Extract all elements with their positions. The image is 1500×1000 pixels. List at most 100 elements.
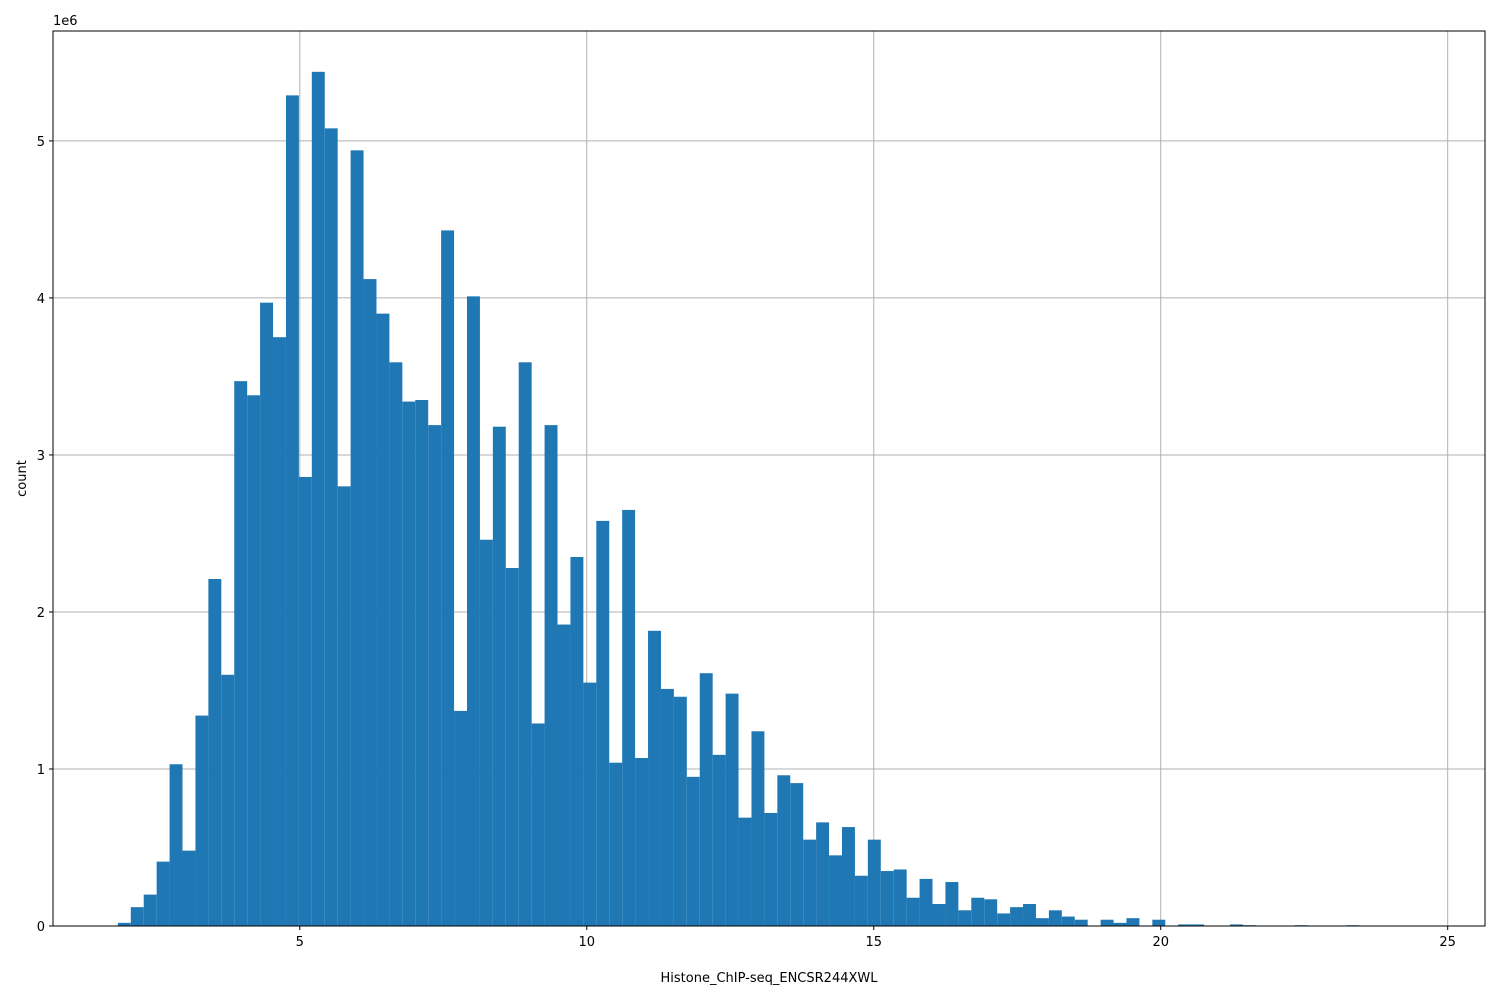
x-tick-label: 10 — [578, 935, 595, 950]
histogram-bar — [221, 674, 235, 926]
histogram-bar — [208, 578, 222, 926]
histogram-bar — [1178, 924, 1192, 926]
histogram-bar — [777, 775, 791, 926]
histogram-bar — [1048, 910, 1062, 926]
histogram-bar — [583, 682, 597, 926]
histogram-bar — [531, 723, 545, 926]
histogram-bar — [182, 850, 196, 926]
histogram-bar — [234, 381, 248, 926]
histogram-bar — [415, 399, 429, 927]
histogram-bar — [1191, 924, 1205, 926]
histogram-bar — [466, 296, 480, 927]
histogram-bar — [686, 776, 700, 926]
y-offset-text: 1e6 — [53, 14, 78, 29]
histogram-bar — [880, 871, 894, 926]
histogram-bar — [609, 762, 623, 926]
histogram-bar — [518, 362, 532, 926]
x-tick-label: 25 — [1439, 935, 1456, 950]
histogram-bar — [285, 95, 299, 926]
histogram-bar — [906, 897, 920, 926]
x-tick-label: 15 — [865, 935, 882, 950]
histogram-bar — [298, 476, 312, 926]
y-axis-ticks: 0 1 2 3 4 5 — [37, 135, 53, 935]
histogram-bar — [1152, 919, 1166, 926]
histogram-bar — [311, 71, 325, 926]
histogram-bar — [790, 783, 804, 926]
histogram-bar — [1229, 924, 1243, 926]
histogram-bar — [1061, 916, 1075, 926]
histogram-bar — [984, 899, 998, 926]
histogram-bar — [324, 128, 338, 926]
histogram-bar — [738, 817, 752, 926]
histogram-bar — [893, 869, 907, 926]
y-tick-label: 2 — [37, 606, 45, 621]
y-axis-label: count — [15, 460, 30, 497]
y-tick-label: 4 — [37, 292, 45, 307]
histogram-bar — [660, 688, 674, 926]
histogram-bar — [143, 894, 157, 926]
histogram-bar — [156, 861, 170, 926]
histogram-bar — [337, 486, 351, 926]
histogram-bar — [479, 539, 493, 926]
histogram-bar — [596, 520, 610, 926]
histogram-bar — [816, 822, 830, 926]
y-tick-label: 5 — [37, 135, 45, 150]
histogram-bar — [932, 904, 946, 926]
histogram-bar — [260, 302, 274, 926]
histogram-bar — [428, 425, 442, 926]
histogram-bar — [622, 509, 636, 926]
x-axis-ticks: 5 10 15 20 25 — [296, 926, 1456, 950]
histogram-bar — [841, 827, 855, 926]
histogram-bar — [1023, 904, 1036, 926]
plot-frame — [52, 30, 1486, 927]
histogram-bar — [1113, 922, 1127, 926]
histogram-bar — [1035, 918, 1049, 926]
histogram-bar — [363, 279, 377, 926]
histogram-bar — [673, 696, 687, 926]
histogram-bar — [350, 150, 364, 927]
histogram-bar — [971, 897, 985, 926]
histogram-bar — [454, 710, 467, 926]
histogram-bar — [570, 557, 584, 926]
histogram-bar — [1074, 919, 1088, 926]
histogram-bar — [376, 313, 390, 926]
x-axis-label: Histone_ChIP-seq_ENCSR244XWL — [661, 971, 879, 986]
histogram-bar — [389, 362, 403, 926]
histogram-bar — [130, 907, 144, 926]
histogram-bar — [635, 757, 649, 926]
histogram-bar — [557, 624, 571, 926]
histogram-bar — [117, 922, 131, 926]
histogram-bar — [195, 715, 209, 926]
histogram-bar — [764, 812, 778, 926]
histogram-bars — [117, 71, 1360, 927]
y-tick-label: 3 — [37, 449, 45, 464]
histogram-bar — [273, 337, 286, 926]
histogram-bar — [1126, 918, 1140, 926]
x-tick-label: 20 — [1152, 935, 1169, 950]
histogram-bar — [712, 754, 726, 926]
histogram-bar — [699, 673, 713, 926]
histogram-bar — [402, 401, 416, 926]
histogram-bar — [919, 878, 933, 926]
histogram-bar — [751, 731, 765, 926]
x-tick-label: 5 — [296, 935, 304, 950]
histogram-bar — [247, 395, 261, 926]
histogram-bar — [169, 764, 183, 926]
histogram-bar — [441, 230, 455, 926]
histogram-bar — [492, 426, 506, 926]
histogram-bar — [648, 630, 661, 926]
histogram-bar — [1010, 907, 1024, 926]
histogram-bar — [945, 882, 959, 926]
histogram-bar — [725, 693, 739, 926]
histogram-bar — [958, 910, 972, 926]
histogram-bar — [997, 913, 1011, 926]
histogram-bar — [829, 855, 842, 926]
y-tick-label: 0 — [37, 920, 45, 935]
histogram-bar — [544, 425, 558, 926]
histogram-bar — [803, 839, 817, 926]
histogram-bar — [854, 875, 868, 926]
histogram-bar — [505, 568, 519, 926]
histogram-bar — [1100, 919, 1114, 926]
histogram-bar — [867, 839, 881, 926]
